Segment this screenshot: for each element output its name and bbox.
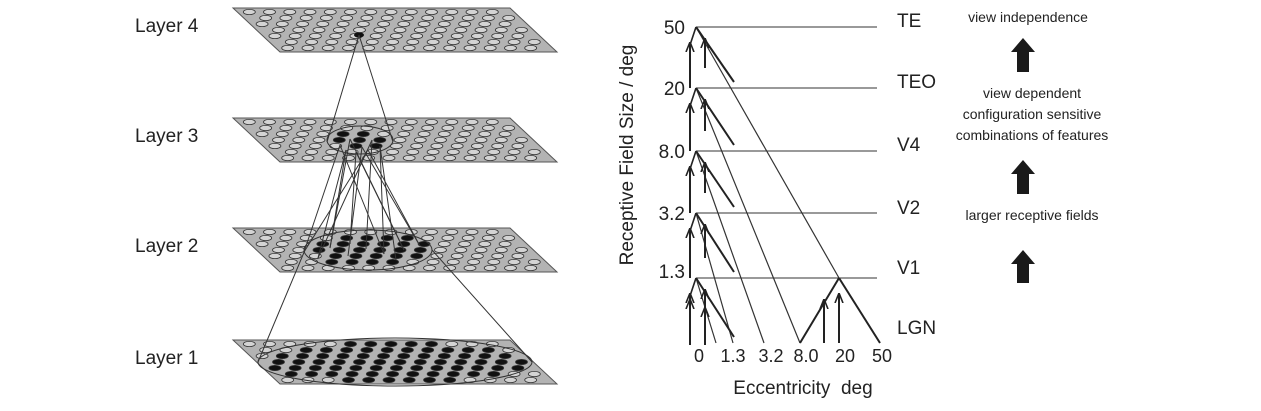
arrow-group-peripheral bbox=[799, 277, 881, 344]
diagonal-line-teo bbox=[695, 87, 801, 344]
arrow-group-3 bbox=[690, 87, 735, 151]
annotation-view-dependent: view dependent bbox=[983, 85, 1081, 101]
arrow-group-2 bbox=[690, 150, 735, 213]
x-tick-50: 50 bbox=[872, 346, 892, 366]
annotation-view-independence: view independence bbox=[968, 9, 1088, 25]
arrow-group-lgn bbox=[690, 300, 705, 345]
x-tick-20: 20 bbox=[835, 346, 855, 366]
up-arrow-top-icon bbox=[1011, 38, 1035, 72]
x-axis-title: Eccentricity deg bbox=[733, 378, 872, 399]
y-tick-50: 50 bbox=[664, 18, 685, 39]
layer-3-receptive-field bbox=[326, 125, 394, 155]
annotation-configuration-sensitive: configuration sensitive bbox=[963, 106, 1102, 122]
layer-2-label: Layer 2 bbox=[135, 236, 198, 257]
area-label-v4: V4 bbox=[897, 135, 921, 156]
receptive-field-chart: 50 20 8.0 3.2 1.3 0 1.3 3.2 8.0 20 50 Re… bbox=[617, 9, 1108, 399]
diagonal-line-v2 bbox=[695, 212, 734, 344]
area-label-v2: V2 bbox=[897, 198, 920, 219]
annotation-combinations-of-features: combinations of features bbox=[956, 127, 1109, 143]
x-tick-1-3: 1.3 bbox=[720, 346, 745, 366]
area-label-teo: TEO bbox=[897, 72, 936, 93]
y-tick-1-3: 1.3 bbox=[659, 262, 685, 283]
y-tick-20: 20 bbox=[664, 79, 685, 100]
y-tick-3-2: 3.2 bbox=[659, 204, 685, 225]
y-tick-8: 8.0 bbox=[659, 142, 685, 163]
area-label-v1: V1 bbox=[897, 258, 920, 279]
x-tick-8: 8.0 bbox=[793, 346, 818, 366]
arrow-group-1 bbox=[690, 212, 735, 278]
area-label-te: TE bbox=[897, 11, 921, 32]
layer-4-label: Layer 4 bbox=[135, 16, 199, 37]
x-tick-3-2: 3.2 bbox=[758, 346, 783, 366]
arrow-group-4 bbox=[690, 26, 735, 88]
y-axis-title: Receptive Field Size / deg bbox=[617, 45, 638, 266]
up-arrow-middle-icon bbox=[1011, 160, 1035, 194]
layer-3-label: Layer 3 bbox=[135, 126, 198, 147]
layer-3-plane bbox=[231, 117, 559, 163]
annotation-larger-receptive-fields: larger receptive fields bbox=[965, 207, 1098, 223]
diagonal-line-v4 bbox=[695, 150, 765, 344]
x-tick-0: 0 bbox=[694, 346, 704, 366]
layer-4-plane bbox=[231, 7, 559, 53]
layer-1-plane bbox=[231, 337, 559, 387]
up-arrow-bottom-icon bbox=[1011, 250, 1035, 283]
area-label-lgn: LGN bbox=[897, 318, 936, 339]
layer-network-diagram: Layer 4 Layer 3 Layer 2 Layer 1 bbox=[135, 7, 559, 387]
layer-1-label: Layer 1 bbox=[135, 348, 198, 369]
layer-connections bbox=[257, 34, 533, 363]
diagonal-line-te bbox=[695, 26, 840, 279]
arrow-group-0 bbox=[690, 277, 735, 343]
